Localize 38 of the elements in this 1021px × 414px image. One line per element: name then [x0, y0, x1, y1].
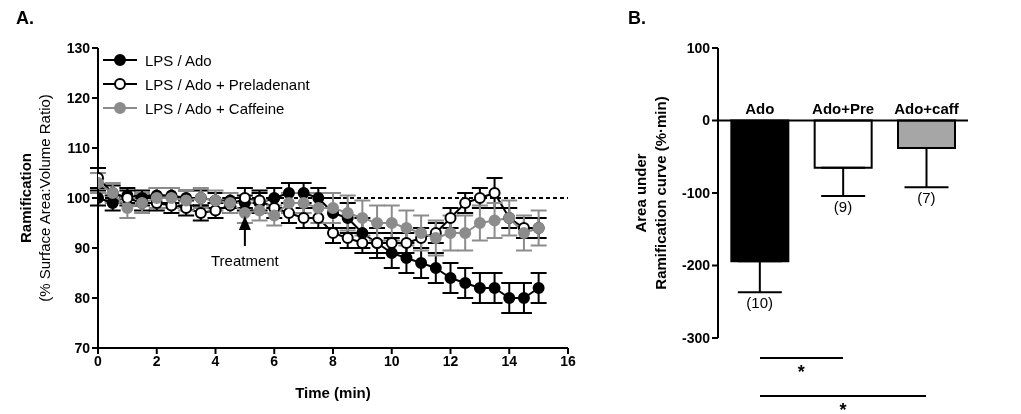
- x-tick-label: 16: [560, 352, 576, 369]
- annotation: Treatment: [210, 252, 280, 269]
- y-tick-label: -100: [681, 184, 711, 201]
- x-tick-label: 4: [211, 352, 220, 369]
- legend-label: LPS / Ado + Caffeine: [145, 99, 285, 117]
- x-tick-label: 8: [329, 352, 338, 369]
- x-axis-title: Time (min): [295, 384, 371, 401]
- x-tick-label: 2: [152, 352, 161, 369]
- text: *: [838, 400, 848, 414]
- x-tick-label: 14: [501, 352, 518, 369]
- x-tick-label: Ado+Pre: [812, 99, 875, 117]
- annotation: (7): [916, 189, 937, 207]
- legend-label: LPS / Ado: [145, 51, 212, 69]
- y-tick-label: 70: [74, 339, 91, 356]
- x-tick-label: 6: [270, 352, 279, 369]
- y-axis-title: Ramification (% Surface Area:Volume Ratio): [17, 94, 53, 302]
- y-tick-label: 120: [66, 89, 91, 106]
- legend-label: LPS / Ado + Preladenant: [145, 75, 310, 93]
- y-tick-label: 100: [66, 189, 91, 206]
- annotation: (9): [832, 197, 854, 215]
- y-tick-label: 130: [66, 39, 91, 56]
- x-tick-label: 10: [383, 352, 400, 369]
- y-axis-title: Area under Ramification curve (%·min): [632, 96, 669, 290]
- y-tick-label: -200: [681, 257, 711, 274]
- x-tick-label: 0: [94, 352, 103, 369]
- x-tick-label: 12: [442, 352, 459, 369]
- chart-title: B.: [628, 8, 646, 29]
- y-tick-label: 90: [74, 239, 91, 256]
- text: *: [796, 362, 806, 383]
- chart-title: A.: [16, 8, 34, 29]
- y-tick-label: 0: [702, 112, 711, 129]
- annotation: (10): [745, 294, 774, 312]
- y-tick-label: -300: [681, 329, 711, 346]
- x-tick-label: Ado: [745, 99, 775, 117]
- x-tick-label: Ado+caff: [894, 99, 960, 117]
- y-tick-label: 110: [67, 139, 91, 156]
- y-tick-label: 80: [74, 289, 91, 306]
- y-tick-label: 100: [686, 39, 711, 56]
